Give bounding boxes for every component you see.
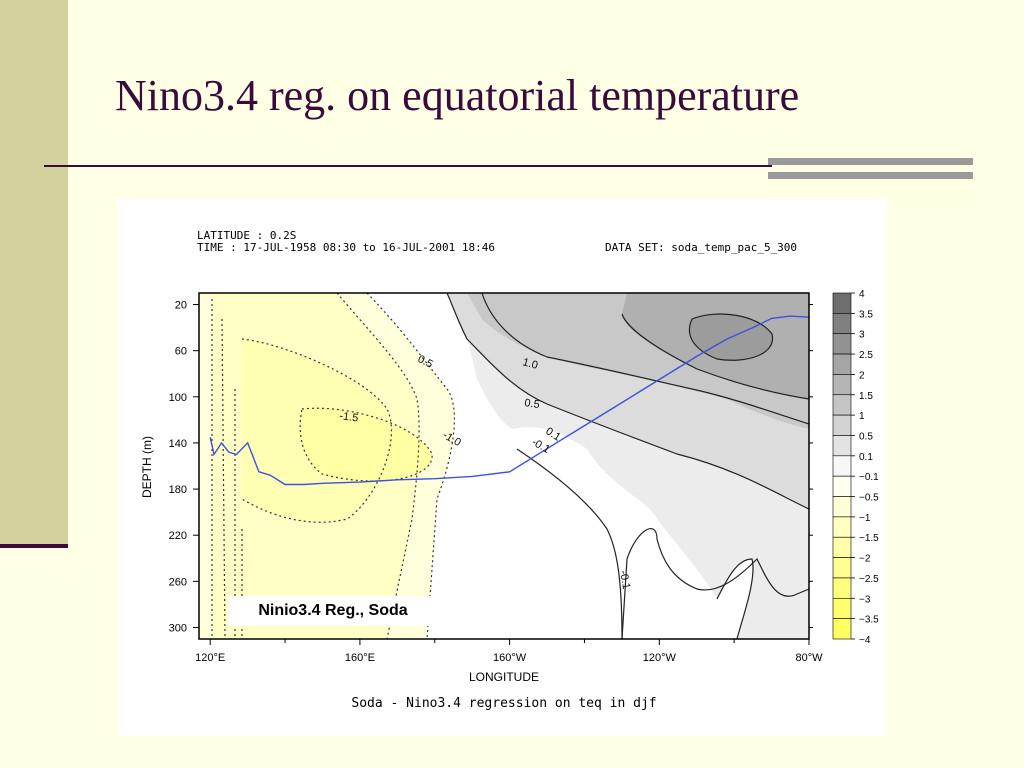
decorative-bar-bottom — [768, 172, 973, 179]
thermocline-line — [209, 315, 809, 486]
inset-label: Ninio3.4 Reg., Soda — [228, 596, 438, 626]
contour-pos-1p0 — [481, 293, 809, 425]
figure-caption: Soda - Nino3.4 regression on teq in djf — [351, 696, 656, 711]
colorbar-label-9: −0.1 — [859, 472, 879, 483]
contour-pos-2p0 — [688, 313, 774, 361]
colorbar-band-1 — [832, 313, 852, 335]
y-tick-label-60: 60 — [175, 346, 187, 358]
x-tick-label-0: 120°E — [195, 652, 225, 664]
colorbar-label-7: 0.5 — [859, 431, 873, 442]
colorbar-band-7 — [832, 435, 852, 457]
y-tick-label-300: 300 — [169, 622, 187, 634]
x-axis-label: LONGITUDE — [469, 670, 539, 684]
colorbar-label-6: 1 — [859, 411, 865, 422]
y-tick-label-140: 140 — [169, 438, 187, 450]
colorbar-label-15: −3 — [859, 594, 871, 605]
y-tick-label-180: 180 — [169, 484, 187, 496]
x-axis-ticks: 120°E 160°E 160°W 120°W 80°W — [195, 639, 823, 664]
slide-title: Nino3.4 reg. on equatorial temperature — [115, 71, 800, 120]
left-accent-bar — [0, 0, 68, 545]
colorbar-label-14: −2.5 — [859, 574, 879, 585]
x-tick-label-1: 160°E — [345, 652, 375, 664]
colorbar-band-0 — [832, 292, 852, 314]
x-tick-label-2: 160°W — [493, 652, 527, 664]
colorbar-band-15 — [832, 597, 852, 619]
x-tick-label-4: 80°W — [795, 652, 823, 664]
contour-pos-0p1 — [516, 448, 754, 639]
contour-pos-0p1-deep — [621, 528, 809, 639]
left-accent-rule — [0, 544, 68, 548]
colorbar-label-2: 3 — [859, 330, 865, 341]
title-rule — [44, 165, 772, 167]
y-tick-label-20: 20 — [175, 300, 187, 312]
colorbar: 4 3.5 3 2.5 2 1.5 1 0.5 0.1 −0.1 −0.5 −1 −1.5 −2 −2.5 −… — [832, 289, 879, 646]
contour-pos-0p5 — [446, 293, 809, 510]
colorbar-band-14 — [832, 577, 852, 599]
colorbar-label-17: −4 — [859, 635, 871, 646]
colorbar-label-8: 0.1 — [859, 452, 873, 463]
x-tick-label-3: 120°W — [643, 652, 677, 664]
y-axis-label: DEPTH (m) — [140, 436, 154, 498]
colorbar-band-3 — [832, 353, 852, 375]
colorbar-label-3: 2.5 — [859, 350, 873, 361]
colorbar-band-8 — [832, 455, 852, 477]
colorbar-label-13: −2 — [859, 554, 871, 565]
colorbar-band-2 — [832, 333, 852, 355]
contour-neg-wiggle — [211, 299, 243, 639]
colorbar-band-10 — [832, 496, 852, 518]
colorbar-label-0: 4 — [859, 289, 865, 300]
colorbar-band-12 — [832, 536, 852, 558]
contour-neg-0p1 — [366, 293, 456, 639]
colorbar-label-4: 2 — [859, 370, 865, 381]
colorbar-label-10: −0.5 — [859, 493, 879, 504]
contour-neg-1p0 — [241, 338, 392, 523]
y-tick-label-220: 220 — [169, 530, 187, 542]
contour-label-1p0-upper: 1.0 — [521, 356, 539, 372]
colorbar-label-12: −1.5 — [859, 533, 879, 544]
colorbar-band-5 — [832, 394, 852, 416]
colorbar-label-16: −3.5 — [859, 615, 879, 626]
figure-panel: LATITUDE : 0.2S TIME : 17-JUL-1958 08:30… — [117, 199, 886, 736]
y-axis-ticks: 20 60 100 140 180 220 260 300 — [169, 300, 813, 634]
colorbar-label-5: 1.5 — [859, 391, 873, 402]
contour-label-neg0p1-b: -0.1 — [617, 569, 632, 590]
colorbar-band-13 — [832, 557, 852, 579]
colorbar-label-11: −1 — [859, 513, 871, 524]
y-tick-label-260: 260 — [169, 576, 187, 588]
contour-figure: LATITUDE : 0.2S TIME : 17-JUL-1958 08:30… — [140, 229, 879, 711]
header-dataset: DATA SET: soda_temp_pac_5_300 — [605, 241, 797, 254]
colorbar-band-11 — [832, 516, 852, 538]
decorative-bar-top — [768, 158, 973, 165]
header-time: TIME : 17-JUL-1958 08:30 to 16-JUL-2001 … — [197, 241, 495, 254]
contour-label-0p5-lower: 0.5 — [524, 397, 541, 411]
plot-frame — [198, 292, 810, 640]
y-tick-label-100: 100 — [169, 392, 187, 404]
colorbar-band-9 — [832, 475, 852, 497]
region-neg-1p5 — [300, 408, 433, 482]
colorbar-label-1: 3.5 — [859, 309, 873, 320]
colorbar-band-16 — [832, 618, 852, 640]
colorbar-band-4 — [832, 374, 852, 396]
contour-fill-layer — [199, 293, 809, 639]
contour-pos-1p5 — [621, 313, 809, 400]
colorbar-band-6 — [832, 414, 852, 436]
contour-label-neg1p5: -1.5 — [339, 410, 359, 425]
header-latitude: LATITUDE : 0.2S — [197, 229, 296, 242]
